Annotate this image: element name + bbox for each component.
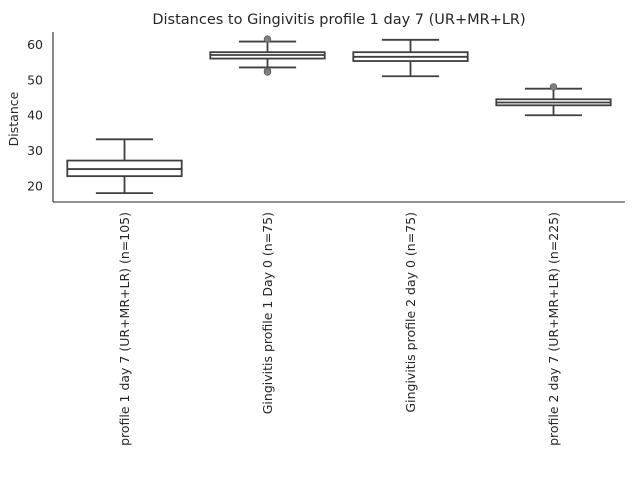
- x-tick-label: profile 2 day 7 (UR+MR+LR) (n=225): [546, 212, 561, 446]
- y-tick-label: 40: [27, 108, 43, 123]
- chart-title: Distances to Gingivitis profile 1 day 7 …: [152, 12, 525, 28]
- outlier-point: [263, 35, 272, 43]
- y-axis-label: Distance: [6, 91, 21, 146]
- x-tick-label: Gingivitis profile 1 Day 0 (n=75): [260, 212, 275, 414]
- plot-area: 20 30 40 50 60 profile 1 day 7 (UR+MR+LR) (n=…: [27, 32, 625, 446]
- y-tick-label: 50: [27, 72, 43, 87]
- x-tick-label: profile 1 day 7 (UR+MR+LR) (n=105): [117, 212, 132, 446]
- x-tick-label: Gingivitis profile 2 day 0 (n=75): [403, 212, 418, 413]
- y-tick-label: 30: [27, 143, 43, 158]
- outlier-point: [263, 68, 272, 76]
- outlier-point: [549, 83, 558, 91]
- y-tick-label: 20: [27, 179, 43, 194]
- y-tick-label: 60: [27, 37, 43, 52]
